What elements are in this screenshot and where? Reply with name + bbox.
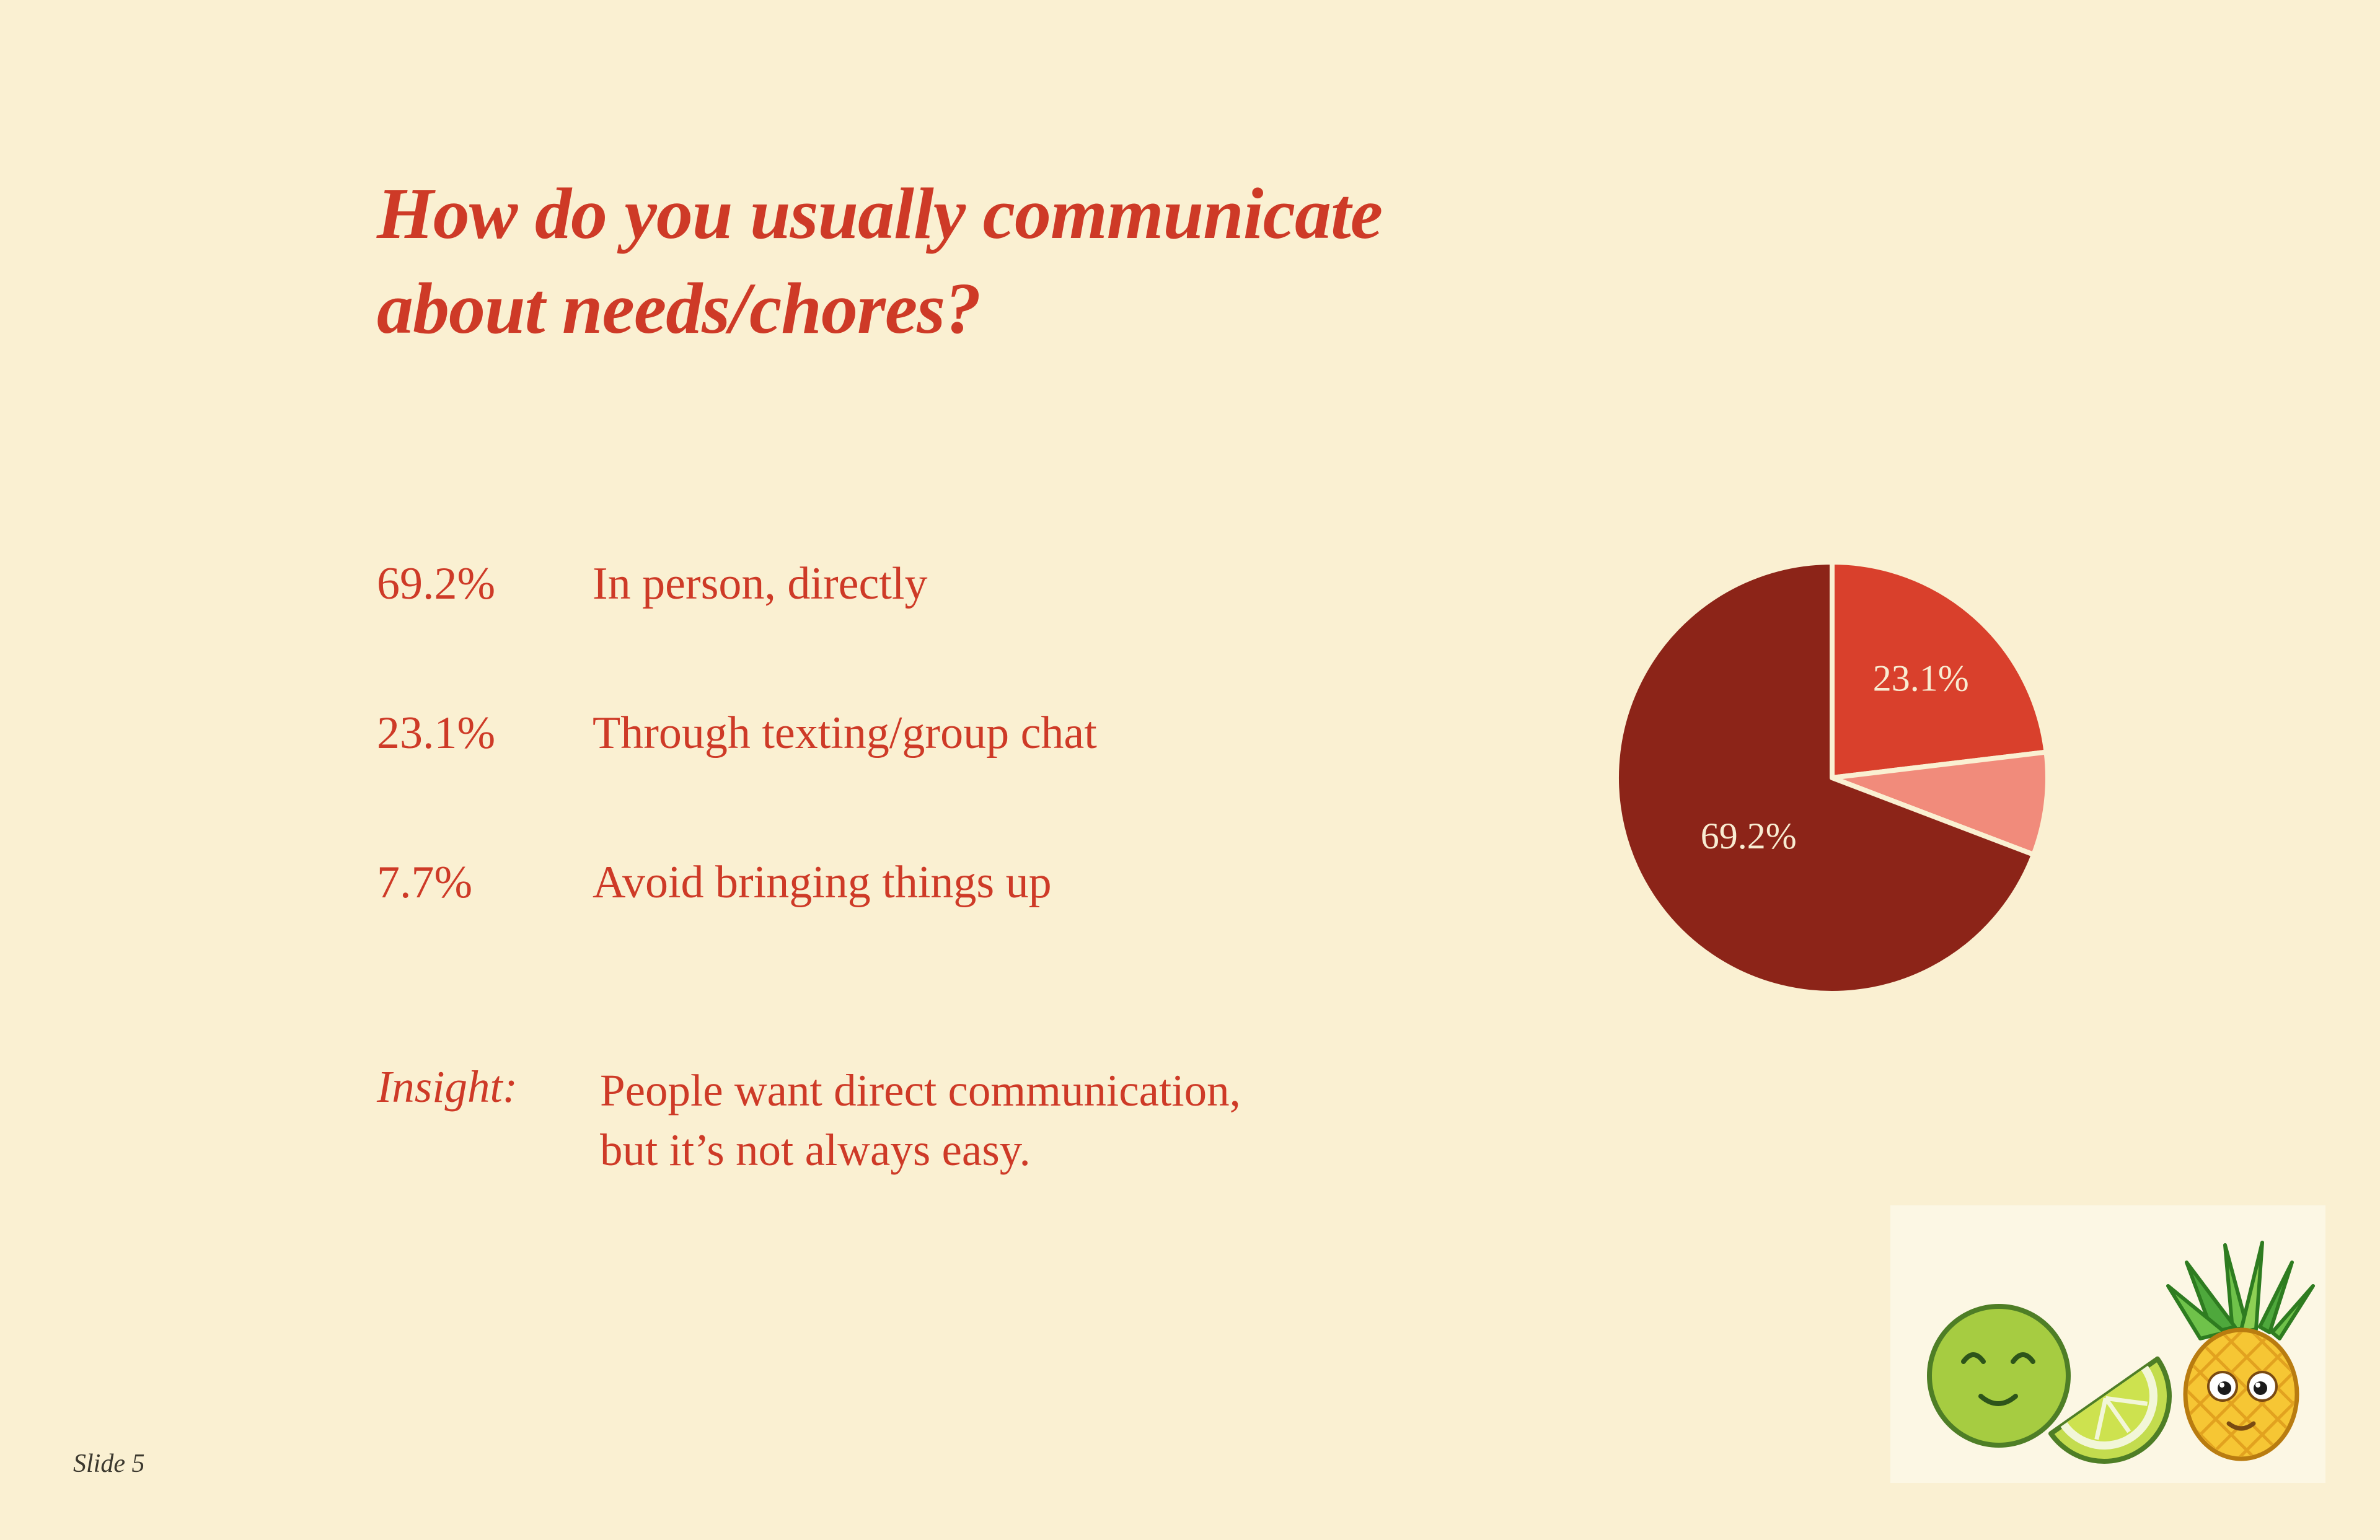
insight-line-2: but it’s not always easy. xyxy=(600,1125,1031,1176)
pie-slice xyxy=(1830,749,2050,858)
stat-row: 7.7% Avoid bringing things up xyxy=(377,856,1097,909)
pie-slice xyxy=(1614,560,2037,996)
insight-line-1: People want direct communication, xyxy=(600,1065,1241,1115)
lime-eye-left xyxy=(1961,1352,1986,1364)
lime-wedge xyxy=(2048,1356,2172,1464)
pineapple-crown xyxy=(2166,1241,2315,1340)
fruit-box xyxy=(1890,1205,2325,1483)
lime-illustration xyxy=(1927,1304,2172,1464)
pineapple-pupil-left xyxy=(2218,1381,2231,1395)
pie-slice-label: 23.1% xyxy=(1873,658,1969,699)
insight-label: Insight: xyxy=(377,1062,518,1112)
insight: Insight: People want direct communicatio… xyxy=(377,1061,1241,1181)
insight-text: People want direct communication, but it… xyxy=(600,1061,1241,1181)
lime-smile xyxy=(1978,1394,2018,1406)
lime-eye-right xyxy=(2011,1352,2035,1364)
stat-percent: 7.7% xyxy=(377,857,473,908)
slide-number: Slide 5 xyxy=(73,1450,145,1478)
stat-row: 23.1% Through texting/group chat xyxy=(377,707,1097,760)
fruit-illustrations xyxy=(1927,1241,2315,1464)
slide-title-line-1: How do you usually communicate xyxy=(377,173,1383,254)
stats-list: 69.2% In person, directly 23.1% Through … xyxy=(377,558,1097,1006)
slide-title-line-2: about needs/chores? xyxy=(377,268,981,350)
stat-percent: 23.1% xyxy=(377,708,496,759)
pineapple-pupil-right xyxy=(2254,1381,2267,1395)
stat-row: 69.2% In person, directly xyxy=(377,558,1097,610)
pineapple-glint-right xyxy=(2255,1383,2260,1388)
pineapple-illustration xyxy=(2166,1241,2315,1461)
stat-label: In person, directly xyxy=(593,558,928,609)
stat-label: Avoid bringing things up xyxy=(593,857,1052,908)
pineapple-smile xyxy=(2226,1421,2256,1431)
stat-percent: 69.2% xyxy=(377,558,496,609)
slide-title: How do you usually communicate about nee… xyxy=(377,166,1383,356)
pineapple-glint-left xyxy=(2219,1383,2224,1388)
pie-slice xyxy=(1830,560,2049,780)
pie-chart: 23.1% 69.2% xyxy=(1614,560,2050,996)
pie-slice-label: 69.2% xyxy=(1701,816,1797,856)
stat-label: Through texting/group chat xyxy=(593,708,1097,759)
